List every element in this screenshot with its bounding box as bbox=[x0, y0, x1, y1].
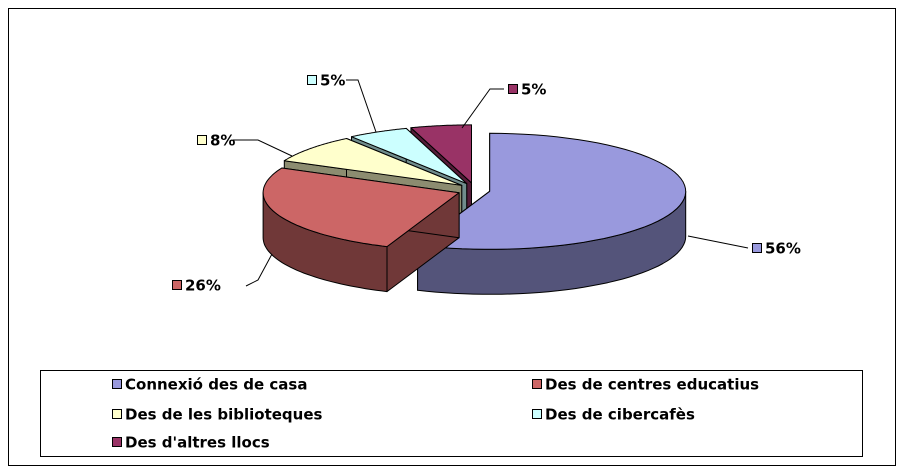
legend-label: Des de cibercafès bbox=[545, 406, 695, 424]
legend-box bbox=[40, 370, 863, 457]
legend-label: Des de centres educatius bbox=[545, 376, 759, 394]
legend-swatch bbox=[112, 379, 122, 389]
label-swatch bbox=[752, 243, 762, 253]
slice-top bbox=[262, 167, 460, 248]
label-swatch bbox=[172, 280, 182, 290]
pie-slice bbox=[262, 167, 460, 293]
data-label: 5% bbox=[320, 72, 345, 90]
legend-swatch bbox=[112, 409, 122, 419]
slice-top bbox=[351, 127, 468, 185]
legend-swatch bbox=[532, 409, 542, 419]
slice-top bbox=[410, 124, 472, 184]
slice-top bbox=[283, 138, 463, 186]
legend-swatch bbox=[112, 437, 122, 447]
slice-top bbox=[417, 132, 687, 250]
legend-label: Connexió des de casa bbox=[125, 376, 307, 394]
leader-line bbox=[687, 235, 749, 249]
label-swatch bbox=[197, 135, 207, 145]
data-label: 26% bbox=[185, 277, 221, 295]
data-label: 8% bbox=[210, 132, 235, 150]
leader-line bbox=[245, 253, 273, 287]
legend-swatch bbox=[532, 379, 542, 389]
data-label: 5% bbox=[521, 81, 546, 99]
label-swatch bbox=[307, 75, 317, 85]
legend-label: Des d'altres llocs bbox=[125, 434, 270, 452]
label-swatch bbox=[508, 84, 518, 94]
legend-label: Des de les biblioteques bbox=[125, 406, 323, 424]
leader-line bbox=[346, 79, 377, 133]
leader-line bbox=[461, 88, 504, 129]
data-label: 56% bbox=[765, 240, 801, 258]
leader-line bbox=[233, 139, 293, 157]
